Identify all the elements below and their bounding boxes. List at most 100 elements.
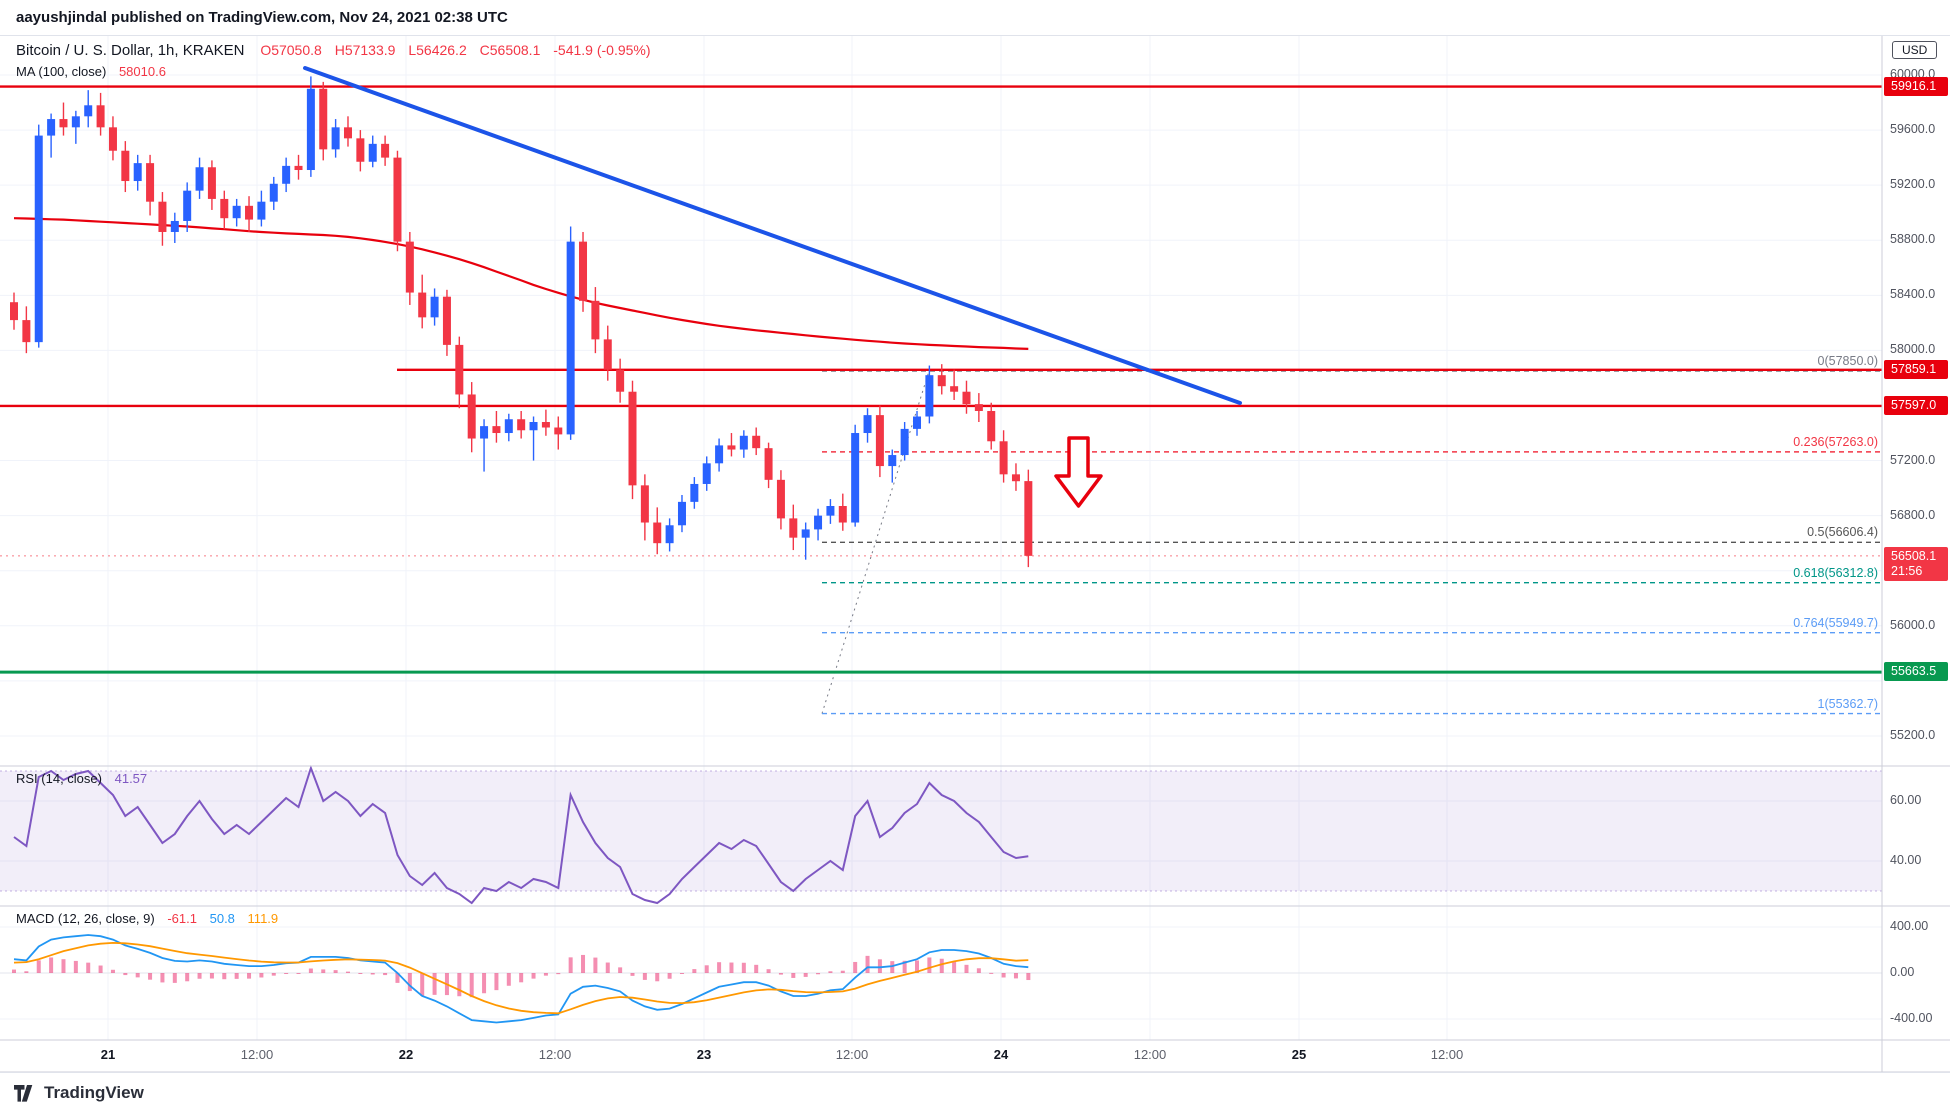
candle-body (343, 127, 352, 139)
candle-body (653, 522, 662, 544)
macd-histogram-bar (840, 970, 845, 973)
candle-body (900, 428, 909, 456)
candle-body (665, 525, 674, 544)
macd-histogram-bar (877, 959, 882, 973)
candle-body (715, 445, 724, 464)
candle-body (888, 455, 897, 467)
tradingview-logo[interactable]: TradingView (14, 1083, 144, 1103)
main-legend: Bitcoin / U. S. Dollar, 1h, KRAKEN O5705… (16, 42, 660, 59)
macd-histogram-bar (939, 958, 944, 973)
candle-body (146, 163, 155, 202)
macd-histogram-bar (148, 973, 153, 980)
macd-legend: MACD (12, 26, close, 9) -61.1 50.8 111.9 (16, 911, 278, 926)
candle-body (554, 427, 563, 435)
macd-histogram-bar (172, 973, 177, 983)
macd-histogram-bar (1026, 973, 1031, 981)
published-text: aayushjindal published on TradingView.co… (16, 9, 508, 26)
candle-body (937, 375, 946, 387)
candle-body (603, 339, 612, 370)
macd-histogram-bar (704, 965, 709, 973)
candle-body (71, 116, 80, 128)
ohlc-low: L56426.2 (408, 42, 467, 58)
macd-histogram-bar (61, 959, 66, 973)
candle-body (319, 88, 328, 150)
macd-histogram-bar (333, 970, 338, 973)
macd-histogram-bar (890, 961, 895, 973)
macd-histogram-bar (717, 962, 722, 973)
macd-histogram-bar (345, 971, 350, 973)
macd-histogram-bar (927, 957, 932, 973)
candle-body (579, 241, 588, 301)
macd-label[interactable]: MACD (12, 26, close, 9) (16, 911, 155, 926)
macd-histogram-bar (741, 962, 746, 973)
candle-body (677, 501, 686, 526)
macd-histogram-bar (729, 962, 734, 973)
candle-body (690, 483, 699, 502)
macd-histogram-bar (754, 964, 759, 973)
macd-histogram-bar (160, 973, 165, 983)
macd-hist-value: -61.1 (167, 911, 197, 926)
descending-trendline[interactable] (303, 66, 1242, 405)
macd-histogram-bar (271, 973, 276, 976)
macd-histogram-bar (642, 973, 647, 980)
candle-body (108, 127, 117, 151)
candle-body (999, 441, 1008, 475)
candle-body (294, 165, 303, 171)
rsi-line (13, 764, 1029, 905)
symbol-title[interactable]: Bitcoin / U. S. Dollar, 1h, KRAKEN (16, 42, 245, 59)
macd-histogram-bar (519, 973, 524, 983)
candle-body (442, 296, 451, 345)
candle-body (331, 127, 340, 150)
ma-label[interactable]: MA (100, close) (16, 64, 107, 79)
candle-body (455, 344, 464, 395)
macd-histogram-bar (778, 973, 783, 975)
macd-histogram-bar (222, 973, 227, 980)
candle-body (195, 167, 204, 191)
ma-legend: MA (100, close) 58010.6 (16, 64, 166, 79)
currency-toggle-button[interactable]: USD (1892, 41, 1938, 59)
candle-body (480, 426, 489, 439)
candle-body (616, 369, 625, 392)
candle-body (430, 296, 439, 318)
candle-body (34, 135, 43, 343)
macd-histogram-bar (964, 964, 969, 973)
macd-signal-line (13, 941, 1029, 1015)
down-arrow-drawing[interactable] (1054, 436, 1103, 508)
candle-body (504, 419, 513, 434)
rsi-label[interactable]: RSI (14, close) (16, 771, 102, 786)
candle-body (974, 404, 983, 411)
candle-body (257, 201, 266, 220)
candle-body (381, 143, 390, 158)
candle-body (752, 435, 761, 449)
macd-histogram-bar (630, 973, 635, 976)
candle-body (418, 292, 427, 318)
candle-body (84, 105, 93, 117)
candle-body (863, 415, 872, 434)
rsi-value: 41.57 (114, 771, 148, 786)
candle-body (245, 205, 254, 220)
candle-body (356, 138, 365, 162)
macd-histogram-bar (321, 969, 326, 973)
macd-histogram-bar (197, 973, 202, 979)
macd-histogram-bar (618, 967, 623, 973)
macd-histogram-bar (123, 973, 128, 976)
candle-body (10, 302, 18, 321)
ohlc-high: H57133.9 (334, 42, 396, 58)
ohlc-open: O57050.8 (260, 42, 322, 58)
candle-body (96, 105, 105, 128)
candle-body (529, 422, 538, 431)
rsi-band (0, 771, 1882, 891)
macd-histogram-bar (110, 969, 115, 973)
candle-body (306, 88, 315, 171)
macd-histogram-bar (24, 971, 29, 973)
macd-histogram-bar (543, 973, 548, 976)
macd-histogram-bar (1013, 973, 1018, 979)
candle-body (1024, 481, 1033, 556)
macd-histogram-bar (915, 960, 920, 973)
ma-value: 58010.6 (118, 64, 166, 79)
tradingview-wordmark: TradingView (44, 1083, 144, 1102)
candle-body (541, 422, 550, 428)
candle-body (591, 300, 600, 340)
macd-signal-value: 111.9 (247, 911, 279, 926)
